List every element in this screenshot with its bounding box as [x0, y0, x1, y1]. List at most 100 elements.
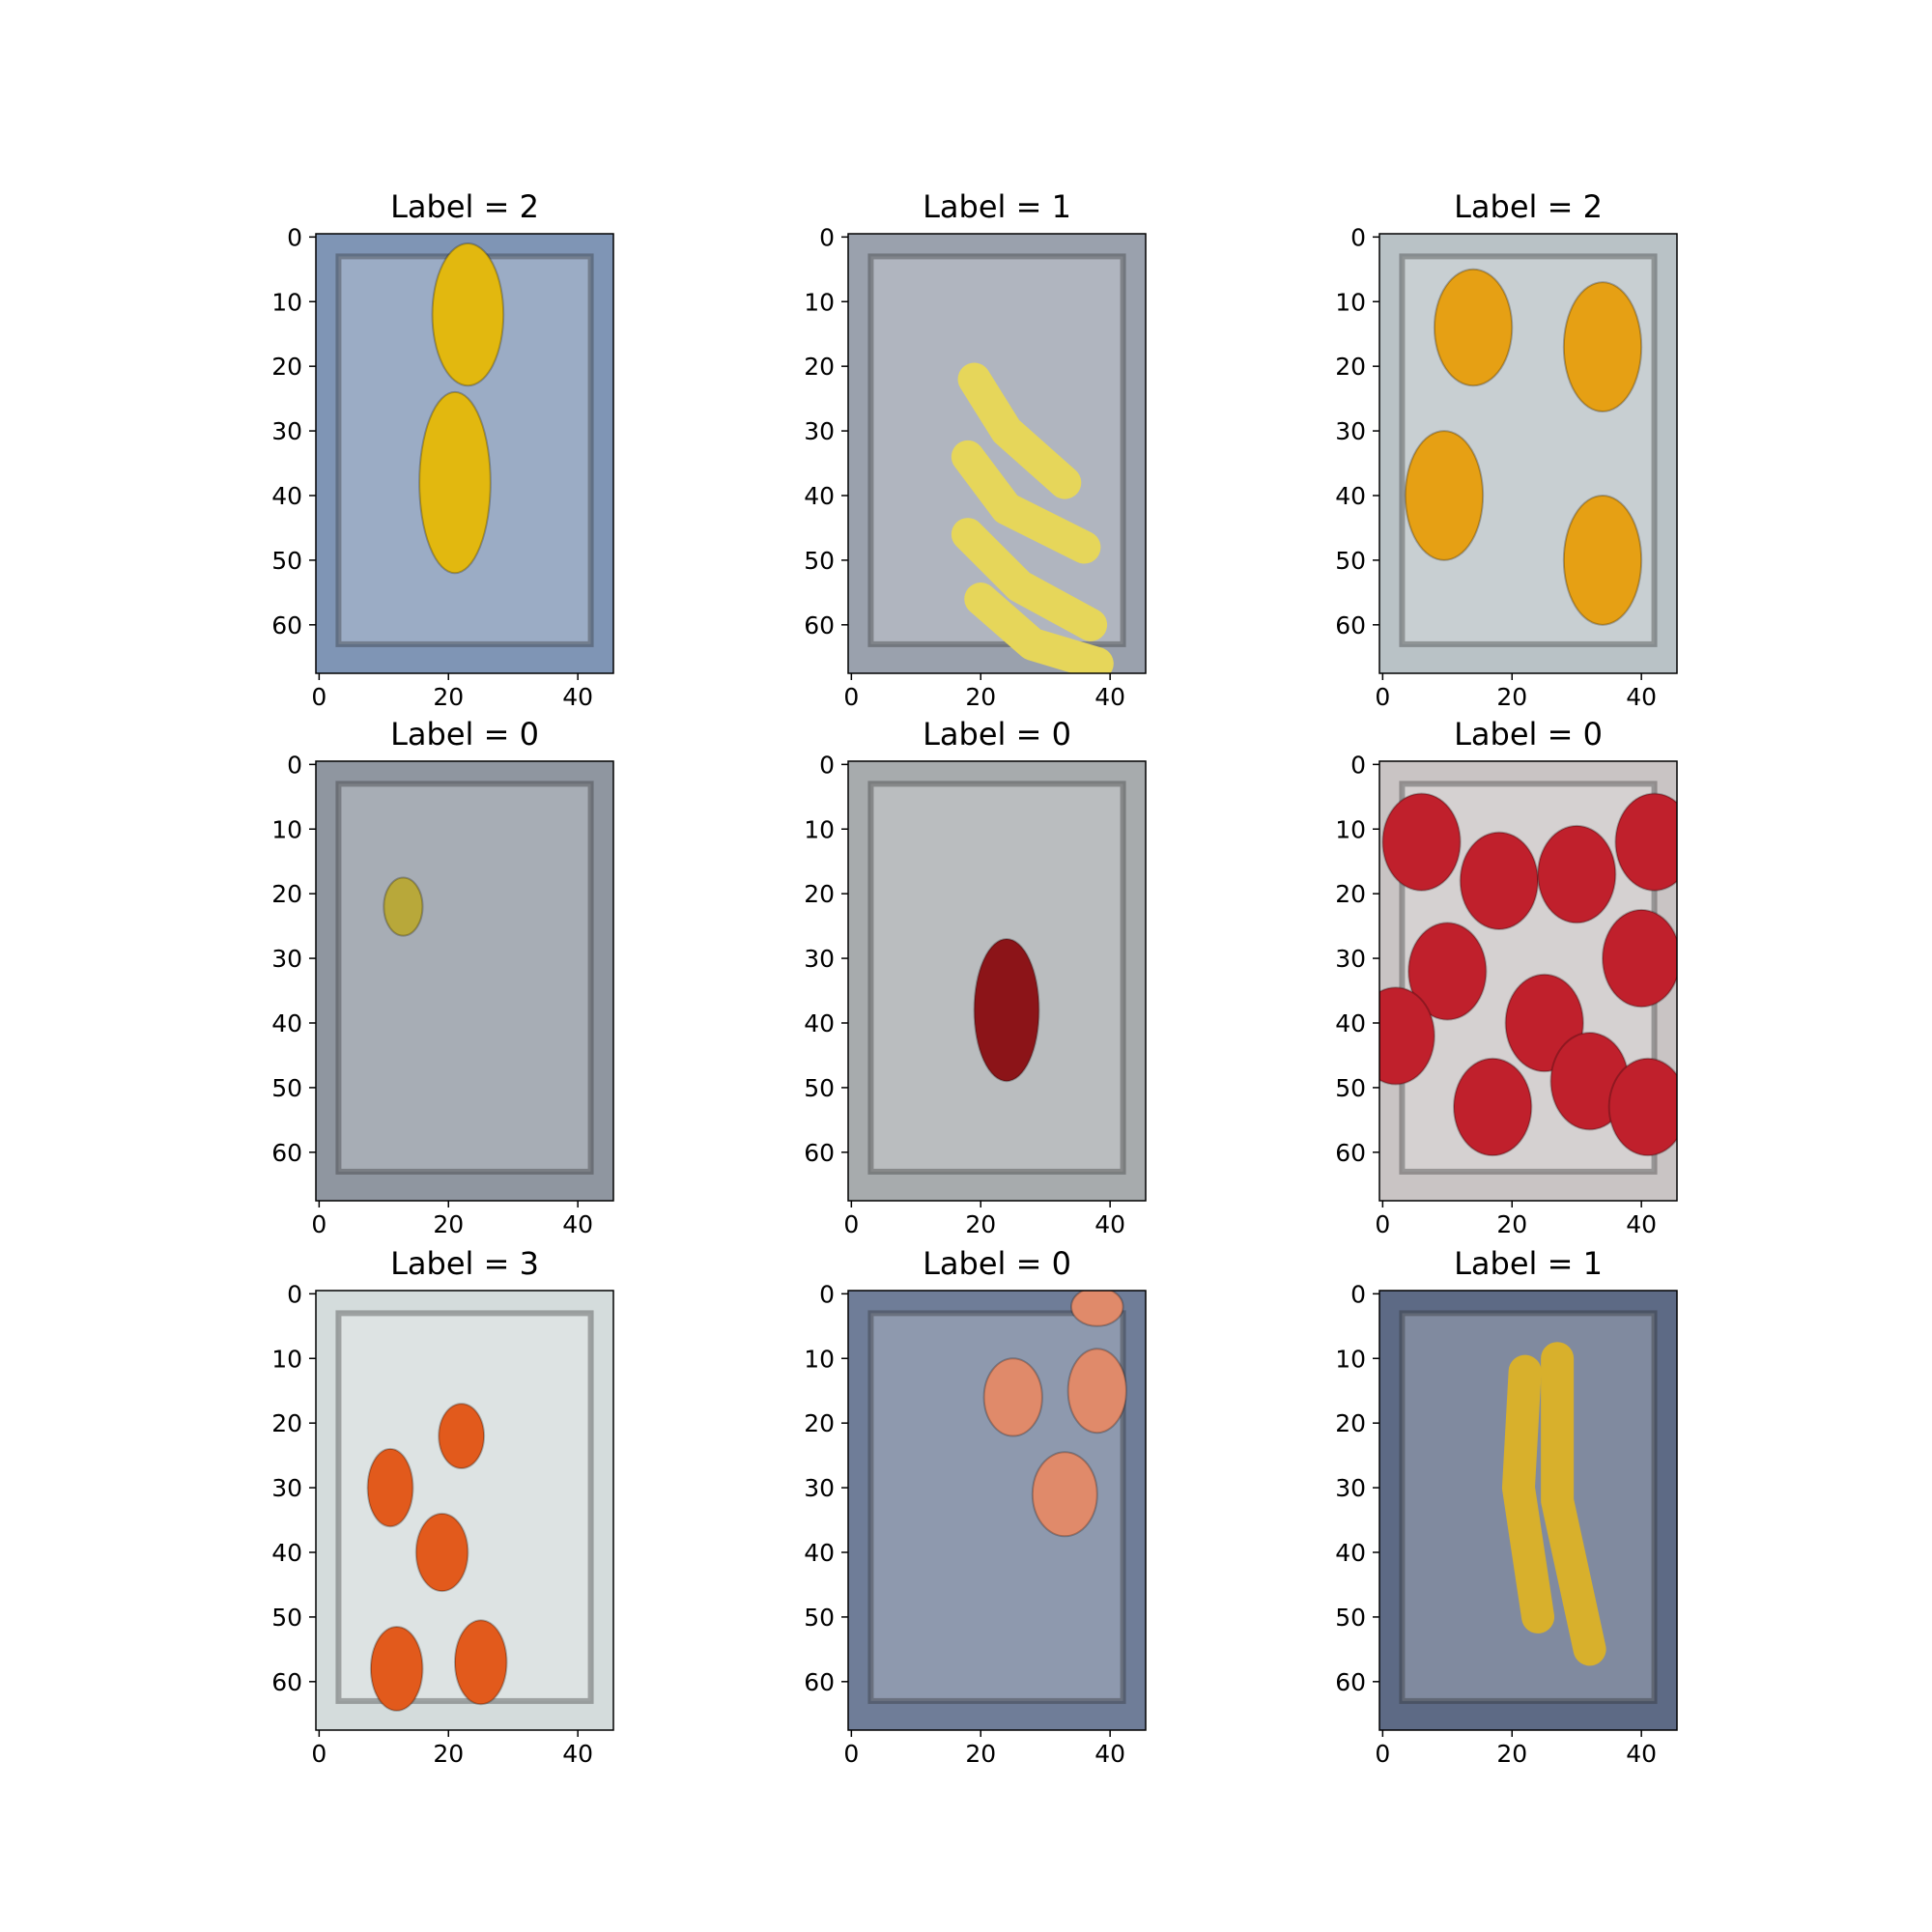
y-tick-label: 20	[804, 353, 835, 381]
panel-title: Label = 0	[923, 1245, 1071, 1282]
x-tick-label: 0	[843, 1210, 859, 1238]
x-tick-label: 0	[1375, 1210, 1390, 1238]
y-tick-label: 50	[1335, 1604, 1366, 1632]
x-tick-label: 40	[1626, 1210, 1657, 1238]
x-tick-label: 40	[562, 1740, 593, 1768]
y-tick-label: 20	[1335, 353, 1366, 381]
y-tick-label: 50	[271, 1604, 302, 1632]
y-tick-label: 30	[271, 945, 302, 973]
y-tick-label: 40	[271, 1539, 302, 1567]
axes-frame	[1378, 233, 1678, 674]
apple-shape	[1407, 922, 1488, 1021]
lemon-shape	[431, 242, 505, 387]
y-tick-label: 0	[287, 223, 302, 251]
x-tick-label: 0	[843, 683, 859, 711]
y-tick-label: 0	[1350, 1280, 1366, 1308]
axes-frame	[315, 760, 614, 1202]
apple-shape	[1381, 792, 1462, 892]
y-tick-label: 30	[271, 1474, 302, 1502]
apple-shape	[1459, 831, 1540, 930]
image-panel: Label = 2 0 20 40 0 10 20 30 40 50 60	[271, 188, 614, 711]
y-tick-label: 10	[804, 815, 835, 843]
y-tick-label: 10	[1335, 288, 1366, 316]
x-tick-label: 20	[1496, 1210, 1527, 1238]
apple-shape	[1614, 792, 1677, 892]
y-tick-label: 60	[1335, 611, 1366, 639]
y-tick-label: 10	[804, 288, 835, 316]
y-tick-label: 60	[271, 1139, 302, 1167]
x-tick-label: 20	[1496, 1740, 1527, 1768]
x-tick-label: 20	[965, 1210, 996, 1238]
x-tick-label: 0	[1375, 1740, 1390, 1768]
y-tick-label: 50	[271, 547, 302, 575]
tomato-shape	[438, 1403, 486, 1470]
image-panel: Label = 0 0 20 40 0 10 20 30 40 50 60	[804, 1245, 1147, 1768]
axes-frame	[315, 1290, 614, 1731]
y-tick-label: 60	[271, 1668, 302, 1696]
y-tick-label: 20	[271, 880, 302, 908]
panel-title: Label = 0	[923, 716, 1071, 753]
axes-frame	[315, 233, 614, 674]
panel-title: Label = 1	[923, 188, 1071, 225]
y-tick-label: 40	[804, 1539, 835, 1567]
y-tick-label: 30	[1335, 417, 1366, 445]
y-tick-label: 40	[1335, 1539, 1366, 1567]
y-tick-label: 0	[287, 1280, 302, 1308]
x-tick-label: 40	[1626, 683, 1657, 711]
y-tick-label: 10	[1335, 1345, 1366, 1373]
y-tick-label: 0	[819, 751, 835, 779]
axes-frame	[847, 760, 1147, 1202]
image-content	[848, 761, 1146, 1201]
y-tick-label: 50	[1335, 547, 1366, 575]
y-tick-label: 10	[271, 815, 302, 843]
apple-shape	[1537, 824, 1617, 924]
y-tick-label: 40	[1335, 1009, 1366, 1037]
image-panel: Label = 0 0 20 40 0 10 20 30 40 50 60	[804, 716, 1147, 1238]
y-tick-label: 20	[804, 1409, 835, 1437]
y-tick-label: 40	[271, 482, 302, 510]
apple-shape	[1070, 1291, 1124, 1327]
y-tick-label: 50	[271, 1074, 302, 1102]
y-tick-label: 50	[804, 1074, 835, 1102]
panel-title: Label = 1	[1454, 1245, 1603, 1282]
x-tick-label: 0	[311, 1740, 327, 1768]
apple-shape	[1066, 1348, 1127, 1435]
banana-shape	[1501, 1354, 1555, 1634]
y-tick-label: 10	[271, 1345, 302, 1373]
panel-title: Label = 0	[1454, 716, 1603, 753]
orange-shape	[1404, 430, 1485, 561]
image-content	[848, 1291, 1146, 1730]
y-tick-label: 20	[1335, 880, 1366, 908]
apple-shape	[383, 876, 424, 937]
x-tick-label: 20	[965, 1740, 996, 1768]
y-tick-label: 40	[804, 482, 835, 510]
y-tick-label: 60	[1335, 1668, 1366, 1696]
y-tick-label: 30	[804, 1474, 835, 1502]
y-tick-label: 10	[804, 1345, 835, 1373]
y-tick-label: 30	[804, 945, 835, 973]
tomato-shape	[453, 1619, 508, 1706]
x-tick-label: 20	[1496, 683, 1527, 711]
banana-shape	[964, 582, 1114, 673]
x-tick-label: 20	[433, 683, 464, 711]
tomato-shape	[414, 1512, 469, 1593]
apple-shape	[1453, 1057, 1533, 1157]
y-tick-label: 0	[1350, 751, 1366, 779]
panel-title: Label = 3	[390, 1245, 539, 1282]
image-panel: Label = 1 0 20 40 0 10 20 30 40 50 60	[1335, 1245, 1678, 1768]
image-panel: Label = 0 0 20 40 0 10 20 30 40 50 60	[271, 716, 614, 1238]
y-tick-label: 10	[271, 288, 302, 316]
image-panel: Label = 3 0 20 40 0 10 20 30 40 50 60	[271, 1245, 614, 1768]
y-tick-label: 30	[804, 417, 835, 445]
x-tick-label: 40	[1626, 1740, 1657, 1768]
y-tick-label: 60	[804, 611, 835, 639]
x-tick-label: 40	[1094, 1210, 1125, 1238]
panel-title: Label = 2	[1454, 188, 1603, 225]
image-content	[1379, 1291, 1677, 1730]
apple-shape	[982, 1357, 1043, 1437]
banana-shape	[1541, 1342, 1606, 1666]
panel-title: Label = 0	[390, 716, 539, 753]
tomato-shape	[366, 1447, 414, 1528]
y-tick-label: 20	[804, 880, 835, 908]
